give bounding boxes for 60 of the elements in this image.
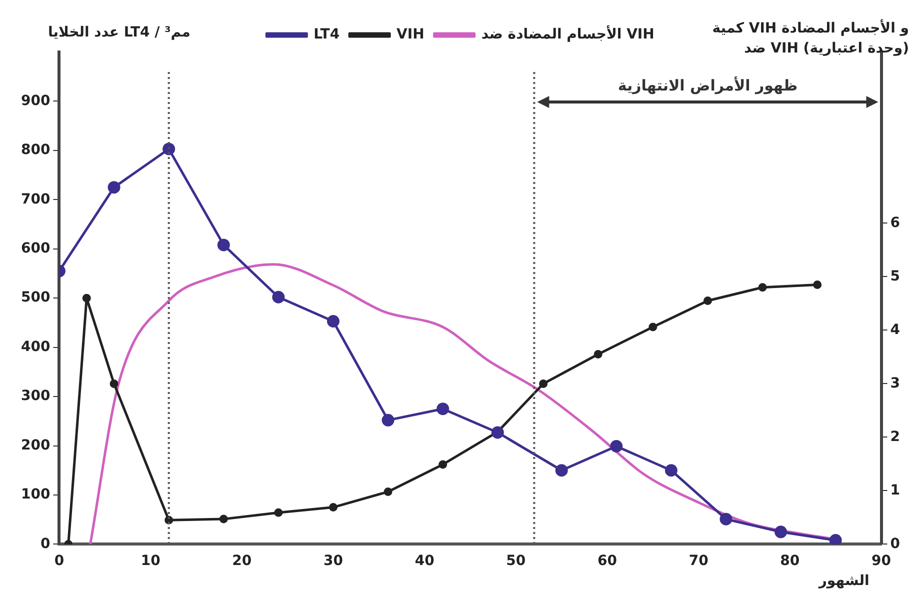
- x-tick-label: 20: [232, 553, 252, 570]
- point: [758, 283, 767, 292]
- y-tick-label: 500: [20, 290, 50, 306]
- x-tick-label: 70: [688, 553, 709, 570]
- legend-label: الأجسام المضادة ضد VIH: [481, 24, 654, 43]
- legend-label: LT4: [314, 26, 340, 43]
- x-tick-label: 90: [872, 553, 892, 570]
- x-tick-label: 0: [54, 553, 64, 570]
- x-tick-label: 10: [140, 553, 161, 570]
- y2-tick-label: 4: [890, 322, 900, 338]
- y2-tick-label: 2: [890, 428, 900, 445]
- x-tick-label: 40: [414, 553, 435, 570]
- point: [438, 460, 448, 469]
- x-tick-label: 50: [506, 553, 526, 570]
- y-tick-label: 200: [20, 437, 50, 454]
- point: [829, 534, 842, 544]
- point: [328, 503, 338, 512]
- point: [326, 314, 340, 328]
- y2-tick-label: 6: [890, 214, 900, 231]
- y-tick-label: 100: [20, 486, 50, 503]
- x-tick-label: 80: [780, 553, 800, 570]
- point: [648, 322, 658, 332]
- annotation: ظهور الأمراض الانتهازية: [618, 75, 798, 94]
- y2-tick-label: 3: [890, 375, 900, 392]
- point: [436, 402, 450, 416]
- point: [610, 440, 623, 452]
- point: [594, 350, 602, 359]
- point: [272, 290, 285, 304]
- point: [703, 296, 712, 306]
- y-tick-label: 700: [20, 191, 50, 208]
- y2-axis-title: كمية VIH و الأجسام المضادة ضد VIH (وحدة اعتبارية): [712, 18, 909, 57]
- legend-label: VIH: [396, 26, 424, 43]
- y2-tick-label: 0: [890, 536, 900, 552]
- point: [382, 414, 394, 426]
- y2-tick-label: 5: [890, 268, 900, 284]
- y-tick-label: 300: [20, 388, 50, 404]
- point: [491, 426, 504, 439]
- y-tick-label: 800: [20, 142, 50, 158]
- point: [110, 379, 118, 388]
- point: [555, 464, 568, 477]
- point: [774, 526, 788, 538]
- x-tick-label: 30: [323, 553, 344, 570]
- point: [539, 379, 548, 388]
- y-tick-label: 900: [20, 92, 50, 109]
- point: [664, 464, 678, 477]
- y-tick-label: 0: [40, 536, 50, 552]
- point: [813, 280, 822, 289]
- x-tick-label: 60: [598, 553, 618, 570]
- point: [108, 181, 120, 194]
- point: [384, 488, 392, 496]
- point: [82, 294, 91, 302]
- y2-tick-label: 1: [890, 482, 900, 498]
- point: [217, 238, 230, 252]
- y-tick-label: 600: [20, 240, 50, 257]
- y-axis-title: عدد الخلايا LT4 / مم³: [48, 24, 190, 41]
- y-tick-label: 400: [20, 338, 50, 355]
- x-axis-title: الشهور: [818, 572, 870, 589]
- point: [274, 508, 283, 517]
- point: [219, 514, 228, 524]
- point: [720, 512, 732, 526]
